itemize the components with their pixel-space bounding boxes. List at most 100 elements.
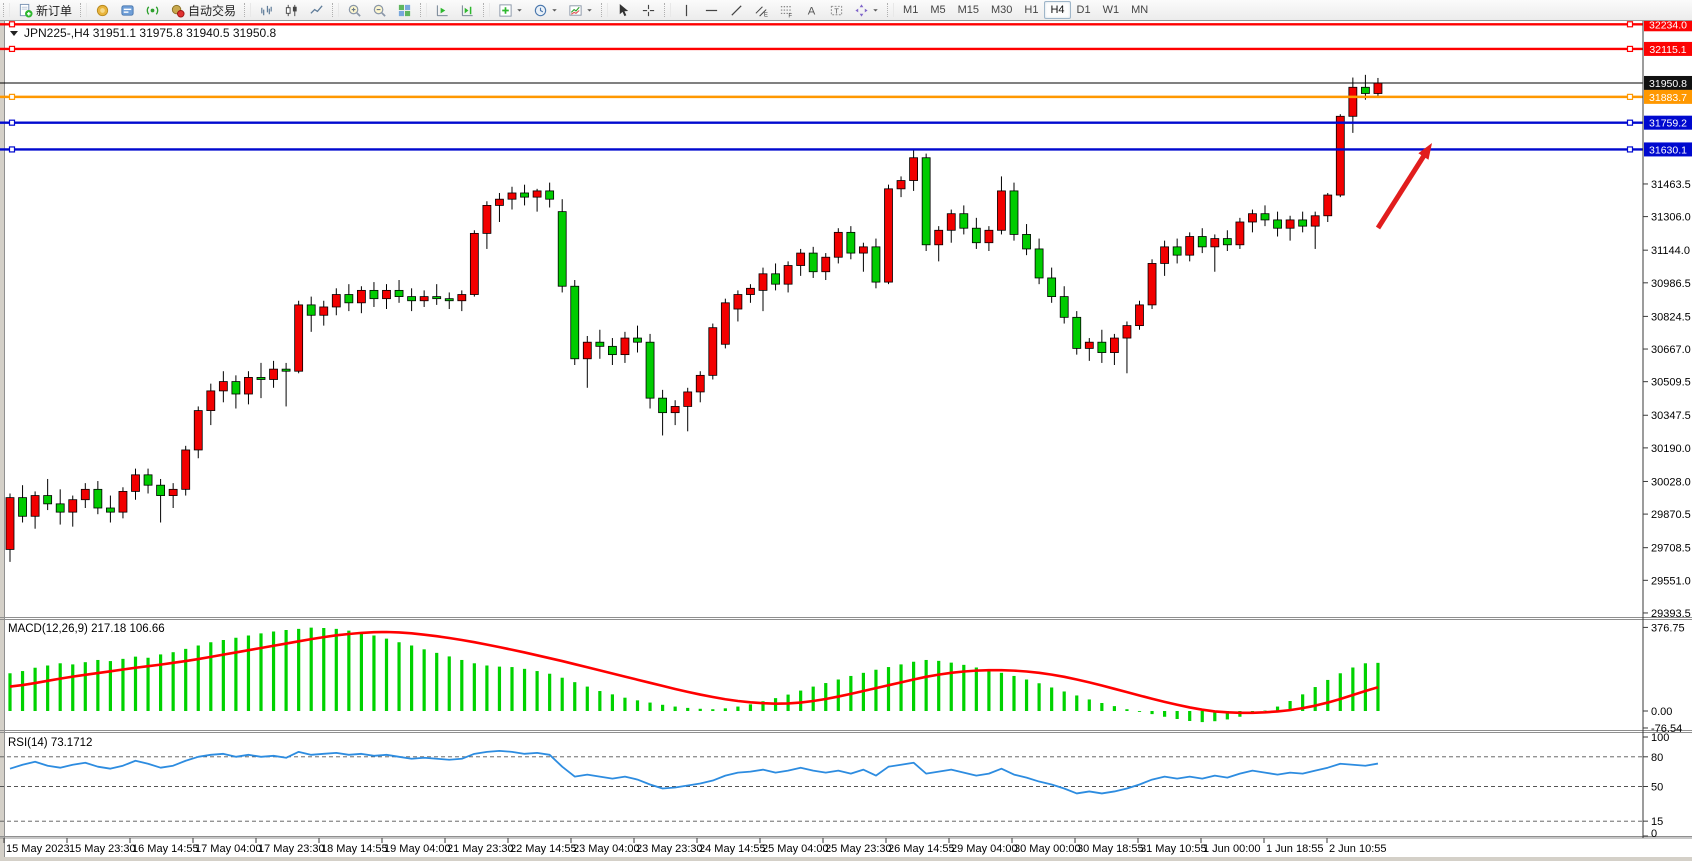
new-order-button[interactable]: 新订单 (13, 0, 77, 20)
text-label-button[interactable]: T (824, 0, 849, 20)
time-tick-label: 15 May 2023 (6, 843, 70, 855)
tab-timeframe-d1[interactable]: D1 (1076, 4, 1091, 16)
market-watch-button[interactable] (90, 0, 115, 20)
tab-timeframe-w1[interactable]: W1 (1102, 4, 1120, 16)
toolbar-group (430, 0, 480, 20)
crosshair-button[interactable] (636, 0, 661, 20)
trendline-button[interactable] (724, 0, 749, 20)
chart-title-dropdown-icon[interactable] (10, 31, 18, 36)
chevron-down-icon[interactable] (586, 4, 593, 16)
candle (68, 499, 78, 513)
price-tick-label: 30986.5 (1651, 278, 1691, 290)
rsi-axis-label: 0 (1651, 828, 1657, 840)
tab-timeframe-m30[interactable]: M30 (991, 4, 1013, 16)
time-tick-label: 30 May 00:00 (1014, 843, 1081, 855)
data-window-button[interactable] (115, 0, 140, 20)
candle (1210, 238, 1220, 248)
periods-button[interactable] (528, 0, 563, 20)
chart-shift-button[interactable] (455, 0, 480, 20)
line-chart-button[interactable] (304, 0, 329, 20)
window-left-frame (0, 20, 4, 858)
candle (469, 232, 479, 295)
line-anchor-handle[interactable] (8, 21, 16, 28)
candle (758, 273, 768, 291)
arrows-button[interactable] (849, 0, 884, 20)
macd-signal-line (9, 630, 1379, 715)
zoom-in-button[interactable] (342, 0, 367, 20)
equidistant-channel-button[interactable]: E (749, 0, 774, 20)
fibonacci-button[interactable]: F (774, 0, 799, 20)
auto-scroll-button[interactable] (430, 0, 455, 20)
line-anchor-handle[interactable] (8, 146, 16, 153)
price-tick-label: 30028.0 (1651, 476, 1691, 488)
line-anchor-handle[interactable] (8, 93, 16, 100)
chart-window-title: JPN225-,H4 31951.1 31975.8 31940.5 31950… (24, 26, 277, 40)
arrow-annotation[interactable] (1375, 151, 1428, 230)
cursor-button[interactable] (611, 0, 636, 20)
time-tick-label: 2 Jun 10:55 (1329, 843, 1387, 855)
candle (959, 213, 969, 229)
chevron-down-icon[interactable] (516, 4, 523, 16)
candle (1310, 215, 1320, 227)
price-tick-label: 30667.0 (1651, 344, 1691, 356)
zoom-out-button[interactable] (367, 0, 392, 20)
chevron-down-icon[interactable] (872, 4, 879, 16)
tab-timeframe-m15[interactable]: M15 (957, 4, 979, 16)
macd-label: MACD(12,26,9) 217.18 106.66 (8, 623, 165, 635)
arrow-annotation-head[interactable] (1418, 143, 1432, 160)
candle (1260, 213, 1270, 221)
line-anchor-handle[interactable] (1626, 21, 1634, 28)
candle (670, 406, 680, 414)
chevron-down-icon[interactable] (551, 4, 558, 16)
templates-button[interactable] (563, 0, 598, 20)
price-badge (1644, 20, 1692, 32)
price-badge (1644, 115, 1692, 130)
time-tick-label: 25 May 23:30 (825, 843, 892, 855)
tile-windows-button[interactable] (392, 0, 417, 20)
rsi-axis-label: 80 (1651, 752, 1663, 764)
candle (18, 497, 27, 517)
candle (645, 341, 655, 399)
line-chart-icon (309, 3, 324, 18)
time-tick-label: 1 Jun 00:00 (1203, 843, 1261, 855)
candle (1235, 221, 1245, 246)
candle (796, 252, 806, 266)
chart-area[interactable]: 31463.5 31306.0 31144.0 30986.5 30824.5 30667… (0, 20, 1692, 861)
tile-icon (397, 3, 412, 18)
candle (1047, 277, 1057, 297)
signals-button[interactable] (140, 0, 165, 20)
candle (708, 327, 718, 376)
candle (319, 306, 329, 316)
line-anchor-handle[interactable] (8, 45, 16, 53)
time-tick-label: 31 May 10:55 (1140, 843, 1207, 855)
candlestick-chart-button[interactable] (279, 0, 304, 20)
line-anchor-handle[interactable] (1626, 119, 1634, 126)
tab-timeframe-m5[interactable]: M5 (930, 4, 946, 16)
time-tick-label: 26 May 14:55 (888, 843, 955, 855)
auto-trading-button[interactable]: 自动交易 (165, 0, 241, 20)
candle (394, 289, 404, 297)
tab-timeframe-h1[interactable]: H1 (1024, 4, 1039, 16)
bar-chart-button[interactable] (254, 0, 279, 20)
time-tick-label: 25 May 04:00 (762, 843, 829, 855)
text-button[interactable]: A (799, 0, 824, 20)
rsi-line (9, 749, 1379, 795)
candle (733, 294, 743, 310)
candle (80, 488, 90, 501)
line-anchor-handle[interactable] (1626, 146, 1634, 153)
tab-timeframe-m1[interactable]: M1 (903, 4, 919, 16)
candle (1059, 296, 1069, 318)
tab-timeframe-mn[interactable]: MN (1131, 4, 1149, 16)
time-tick-label: 29 May 04:00 (951, 843, 1018, 855)
line-anchor-handle[interactable] (1626, 93, 1634, 100)
line-anchor-handle[interactable] (8, 119, 16, 126)
horizontal-line-button[interactable] (699, 0, 724, 20)
window-bottom-frame (0, 857, 1692, 861)
zoom-in-icon (347, 3, 362, 18)
tab-timeframe-h4[interactable]: H4 (1044, 1, 1071, 19)
price-badge (1644, 41, 1692, 56)
line-anchor-handle[interactable] (1626, 45, 1634, 53)
vertical-line-button[interactable] (674, 0, 699, 20)
toolbar-group: 自动交易 (90, 0, 241, 20)
indicators-button[interactable] (493, 0, 528, 20)
